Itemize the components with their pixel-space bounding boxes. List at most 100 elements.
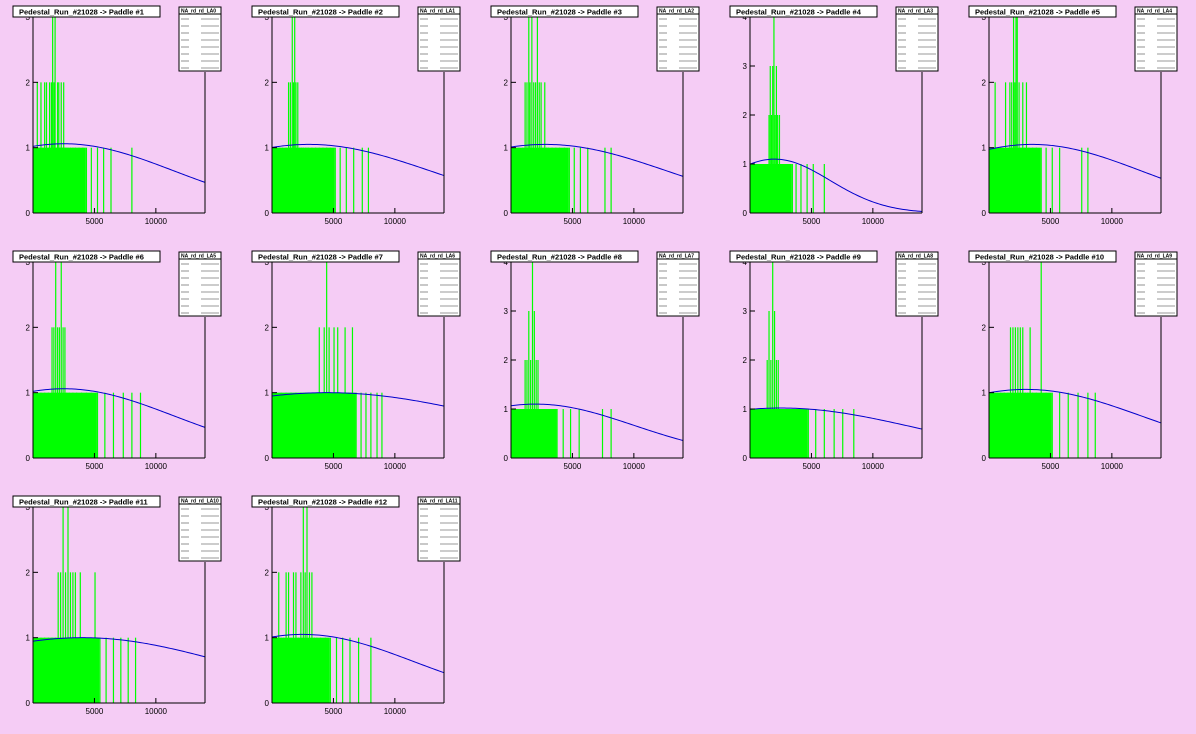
x-tick-label: 5000	[1042, 217, 1060, 226]
histogram-bar	[134, 637, 137, 703]
stats-box-name: NA_rd_rd_LA7	[659, 254, 694, 260]
y-tick-label: 1	[265, 144, 270, 153]
histogram-bar	[1077, 392, 1079, 458]
y-tick-label: 2	[982, 323, 987, 332]
histogram-title-text: Pedestal_Run_#21028 -> Paddle #9	[736, 253, 861, 262]
histogram-bar	[54, 17, 56, 213]
y-tick-label: 1	[265, 389, 270, 398]
histogram-bar	[120, 637, 122, 703]
histogram-bar	[361, 147, 363, 213]
histogram-bar	[56, 327, 59, 458]
y-tick-label: 3	[743, 307, 748, 316]
histogram-bar	[345, 147, 347, 213]
histogram-bar	[795, 164, 797, 213]
histogram-bar	[531, 262, 534, 458]
histogram-bar	[60, 572, 62, 703]
histogram-bar	[139, 392, 142, 458]
histogram-bar	[604, 147, 606, 213]
y-tick-label: 1	[26, 634, 31, 643]
histogram-bar	[56, 82, 59, 213]
title-box	[968, 5, 1117, 18]
histogram-bar	[511, 147, 569, 213]
histogram-panel-4: 01234500010000Pedestal_Run_#21028 -> Pad…	[729, 5, 939, 226]
histogram-bar	[40, 82, 42, 213]
x-tick-label: 5000	[86, 707, 104, 716]
histogram-title: Pedestal_Run_#21028 -> Paddle #1	[12, 5, 161, 18]
title-box	[12, 250, 161, 263]
histogram-bar	[534, 82, 537, 213]
y-tick-label: 0	[265, 699, 270, 708]
histogram-bar	[989, 147, 1041, 213]
fit-curve	[271, 633, 445, 674]
histogram-bar	[131, 392, 133, 458]
y-tick-label: 2	[26, 323, 31, 332]
histogram-bar	[533, 82, 535, 213]
histogram-bar	[573, 147, 575, 213]
histogram-bar	[295, 572, 297, 703]
x-tick-label: 10000	[145, 707, 168, 716]
histogram-bar	[90, 147, 92, 213]
histogram-title-text: Pedestal_Run_#21028 -> Paddle #4	[736, 8, 862, 17]
y-tick-label: 0	[26, 699, 31, 708]
histogram-bar	[1015, 17, 1017, 213]
fit-curve	[32, 143, 206, 183]
stats-box-name: NA_rd_rd_LA1	[420, 9, 455, 15]
histogram-bar	[773, 311, 776, 458]
histogram-bar	[104, 392, 106, 458]
histogram-title: Pedestal_Run_#21028 -> Paddle #5	[968, 5, 1117, 18]
histogram-bar	[562, 409, 564, 458]
x-tick-label: 5000	[564, 217, 582, 226]
histogram-bar	[294, 17, 296, 213]
title-box	[490, 5, 639, 18]
histogram-bar	[376, 392, 378, 458]
histogram-bar	[1012, 17, 1015, 213]
histogram-title: Pedestal_Run_#21028 -> Paddle #11	[12, 495, 161, 508]
y-tick-label: 1	[26, 144, 31, 153]
x-tick-label: 5000	[86, 462, 104, 471]
histogram-bar	[33, 147, 86, 213]
stats-box-frame	[656, 251, 700, 317]
histogram-bar	[300, 572, 302, 703]
histogram-bar	[1067, 392, 1069, 458]
stats-box: NA_rd_rd_LA5	[178, 251, 222, 317]
y-tick-label: 2	[26, 568, 31, 577]
histogram-title-text: Pedestal_Run_#21028 -> Paddle #3	[497, 8, 622, 17]
histogram-bar	[306, 507, 308, 703]
histogram-bar	[44, 82, 46, 213]
y-tick-label: 2	[504, 356, 509, 365]
histogram-bar	[1051, 392, 1053, 458]
x-tick-label: 10000	[623, 462, 646, 471]
histogram-bar	[58, 82, 60, 213]
histogram-bar	[85, 147, 88, 213]
y-tick-label: 2	[504, 78, 509, 87]
histogram-bar	[1059, 392, 1061, 458]
stats-box: NA_rd_rd_LA6	[417, 251, 461, 317]
histogram-bar	[807, 409, 809, 458]
x-tick-label: 10000	[384, 707, 407, 716]
y-tick-label: 1	[26, 389, 31, 398]
histogram-bar	[365, 392, 367, 458]
histogram-title-text: Pedestal_Run_#21028 -> Paddle #10	[975, 253, 1104, 262]
stats-box-frame	[178, 496, 222, 562]
histogram-bar	[127, 637, 129, 703]
histogram-bar	[775, 66, 777, 213]
histogram-bar	[529, 82, 531, 213]
title-box	[968, 250, 1117, 263]
histogram-bar	[112, 392, 115, 458]
histogram-bar	[1022, 82, 1024, 213]
y-tick-label: 0	[265, 454, 270, 463]
histogram-bar	[33, 637, 100, 703]
histogram-title: Pedestal_Run_#21028 -> Paddle #3	[490, 5, 639, 18]
histogram-bar	[329, 637, 331, 703]
title-box	[729, 5, 878, 18]
histogram-bar	[1018, 82, 1020, 213]
histogram-bar	[295, 82, 297, 213]
histogram-bar	[122, 392, 124, 458]
histogram-bar	[524, 82, 526, 213]
histogram-bar	[370, 392, 372, 458]
stats-box-frame	[1134, 6, 1178, 72]
histogram-bar	[815, 409, 817, 458]
